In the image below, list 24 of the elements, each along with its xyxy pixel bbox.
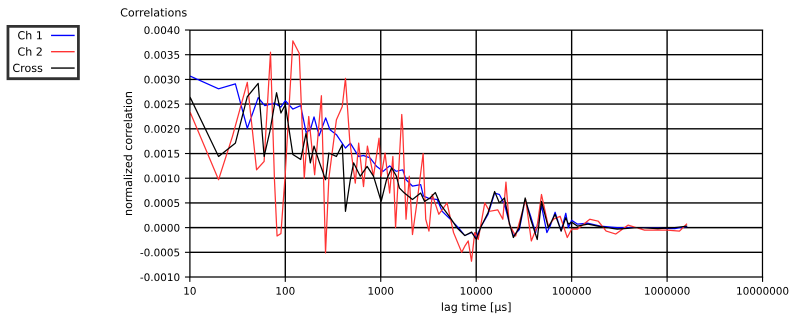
x-tick-label: 10000 [460,286,492,295]
y-tick-label: -0.0005 [140,248,180,256]
x-tick-label: 1000 [368,286,394,295]
x-tick-label: 10 [184,286,196,295]
x-axis-title: lag time [µs] [442,302,511,314]
y-tick-label: 0.0020 [144,125,180,133]
y-tick-label: -0.0010 [140,273,180,282]
x-tick-label: 100 [276,286,295,295]
chart-title: Correlations [120,8,187,17]
y-axis-title: normalized correlation [124,92,132,215]
legend-label: Ch 1 [18,30,42,40]
y-tick-label: 0.0000 [144,224,180,232]
y-tick-label: 0.0025 [144,100,180,108]
y-tick-label: 0.0010 [144,174,180,182]
y-tick-label: 0.0005 [144,199,180,208]
legend-label: Cross [13,64,42,72]
x-tick-label: 1000000 [645,286,690,295]
y-tick-label: 0.0040 [144,26,180,34]
y-tick-label: 0.0015 [144,150,180,158]
x-tick-label: 10000000 [737,286,788,295]
y-tick-label: 0.0035 [144,50,180,59]
x-tick-label: 100000 [552,286,591,295]
y-tick-label: 0.0030 [144,76,180,84]
legend-label: Ch 2 [18,47,42,56]
